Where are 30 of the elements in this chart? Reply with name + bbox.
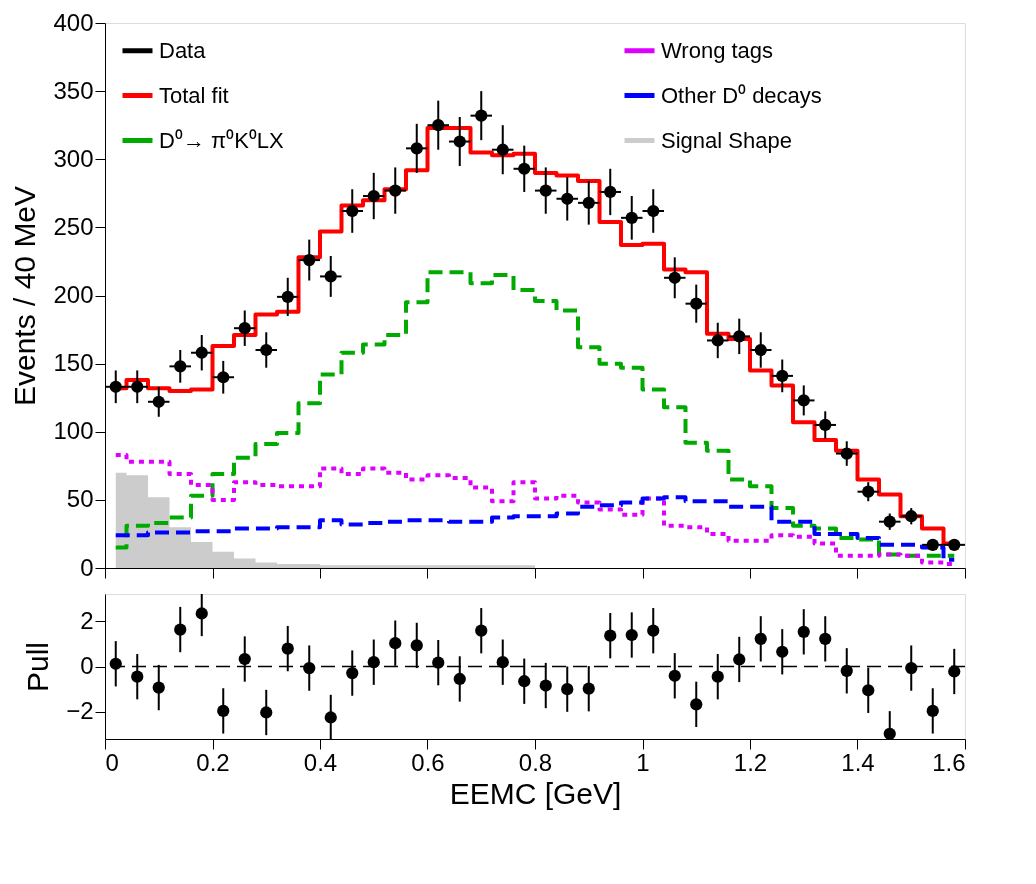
y-tick-label: 250	[53, 212, 94, 240]
legend-label: Total fit	[159, 82, 229, 108]
y-tick-label: 2	[80, 606, 94, 634]
x-tick-label: 1.4	[841, 748, 875, 776]
x-axis-title: EEMC [GeV]	[449, 776, 622, 810]
y-tick-label: 50	[66, 485, 94, 513]
legend-label: Data	[159, 37, 207, 63]
x-tick-label: 1	[636, 748, 650, 776]
y-tick-label: −2	[66, 697, 94, 725]
x-tick-label: 0.2	[196, 748, 230, 776]
y-axis-title: Pull	[21, 641, 55, 693]
y-tick-label: 100	[53, 417, 94, 445]
y-tick-label: 0	[80, 553, 94, 581]
x-tick-label: 0.6	[411, 748, 445, 776]
legend-label: D⁰→ π⁰K⁰LX	[159, 127, 285, 153]
y-tick-label: 200	[53, 281, 94, 308]
legend-label: Other D⁰ decays	[661, 82, 822, 108]
x-tick-label: 0.4	[303, 748, 338, 776]
x-tick-label: 1.6	[932, 748, 966, 776]
y-tick-label: 400	[53, 8, 94, 36]
y-tick-label: 0	[80, 652, 94, 679]
y-tick-label: 300	[53, 144, 94, 172]
x-tick-label: 0.8	[518, 748, 553, 776]
x-tick-label: 1.2	[733, 748, 768, 776]
y-tick-label: 150	[53, 349, 94, 377]
x-tick-label: 0	[105, 748, 119, 776]
legend-label: Signal Shape	[661, 127, 792, 153]
y-tick-label: 350	[53, 76, 94, 104]
legend-label: Wrong tags	[661, 37, 774, 63]
y-axis-title: Events / 40 MeV	[8, 185, 42, 407]
